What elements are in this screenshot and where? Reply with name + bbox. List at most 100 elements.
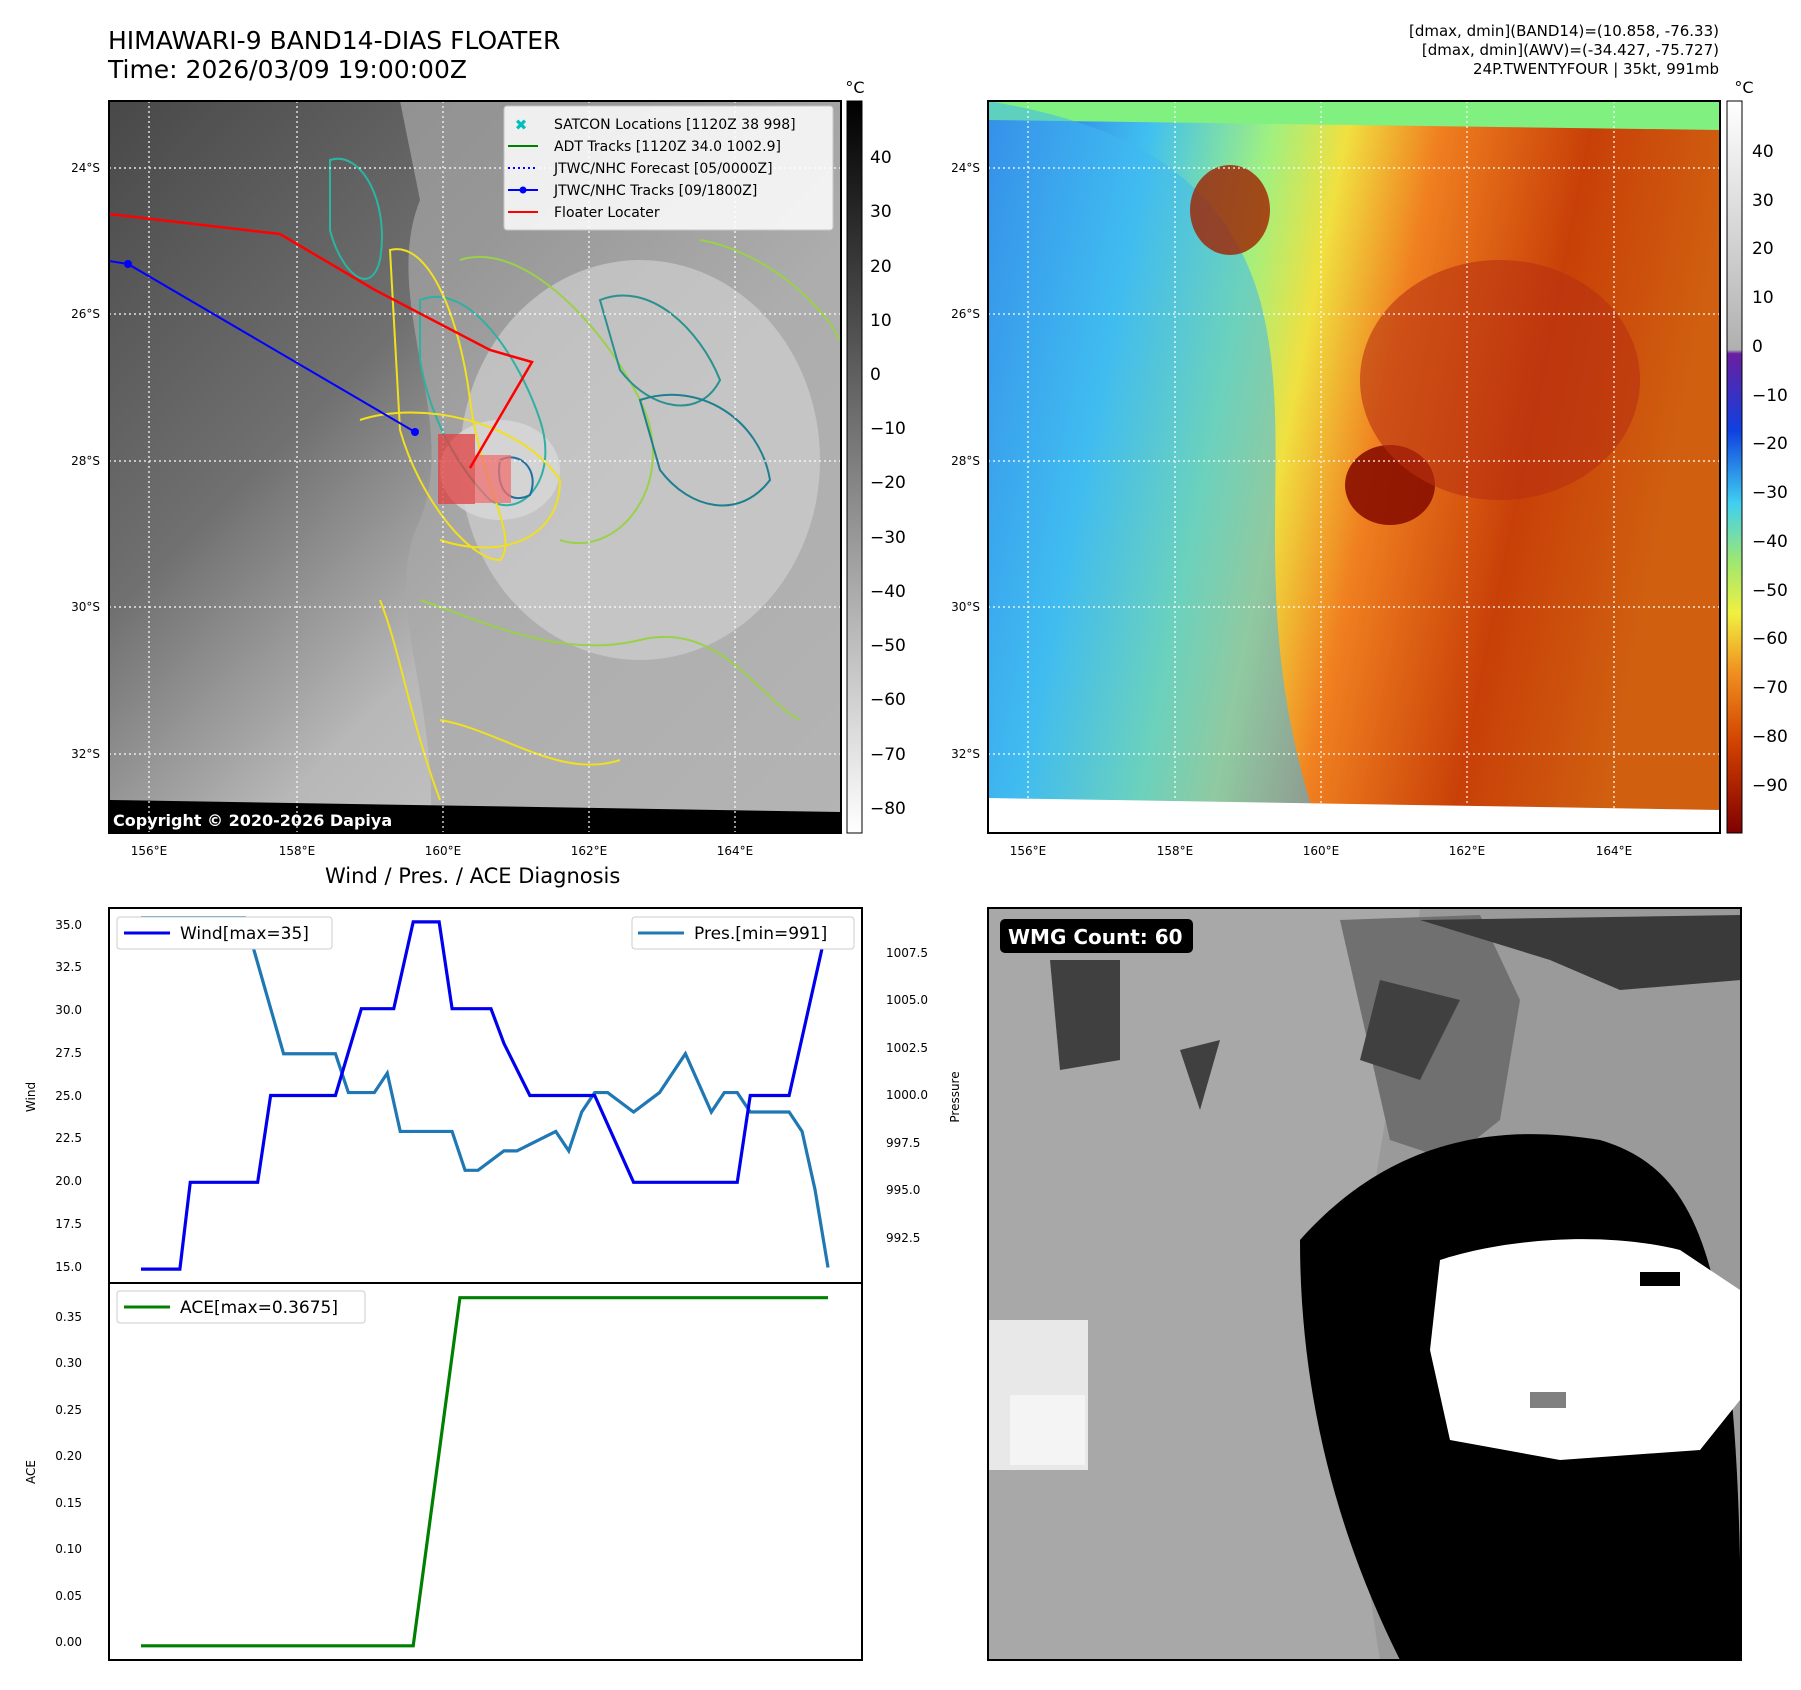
ace-yticks: 0.35 0.30 0.25 0.20 0.15 0.10 0.05 0.00 xyxy=(55,1310,82,1649)
title-line-1: HIMAWARI-9 BAND14-DIAS FLOATER xyxy=(108,26,561,55)
title-line-2: Time: 2026/03/09 19:00:00Z xyxy=(108,55,467,84)
ace-ytick: 0.15 xyxy=(55,1496,82,1510)
cbar-tick: −30 xyxy=(1752,483,1788,503)
cbar-tick: −80 xyxy=(870,799,906,819)
cbar-tick: 0 xyxy=(1752,337,1763,357)
cbar-tick: −20 xyxy=(1752,434,1788,454)
legend-satcon: SATCON Locations [1120Z 38 998] xyxy=(554,117,796,133)
wind-ytick: 20.0 xyxy=(55,1174,82,1188)
cbar-tick: −40 xyxy=(1752,532,1788,552)
wind-ytick: 25.0 xyxy=(55,1089,82,1103)
wind-yticks: 35.0 32.5 30.0 27.5 25.0 22.5 20.0 17.5 … xyxy=(55,918,82,1274)
lat-label: 24°S xyxy=(951,161,980,175)
color-colorbar xyxy=(1726,100,1743,834)
lon-label: 162°E xyxy=(1449,844,1486,858)
lon-label: 158°E xyxy=(1157,844,1194,858)
wmg-count-badge xyxy=(1000,919,1193,953)
wind-axis-label: Wind xyxy=(24,1082,38,1112)
wmg-frame xyxy=(987,907,1742,1661)
lon-label: 164°E xyxy=(717,844,754,858)
ace-legend xyxy=(116,1290,366,1324)
copyright-text: Copyright © 2020-2026 Dapiya xyxy=(113,811,392,830)
stats-line-3: 24P.TWENTYFOUR | 35kt, 991mb xyxy=(1473,60,1719,78)
wind-legend xyxy=(116,916,333,950)
wind-pressure-panel: 35.0 32.5 30.0 27.5 25.0 22.5 20.0 17.5 … xyxy=(24,907,962,1284)
gray-colorbar xyxy=(846,100,863,834)
wmg-count-text: WMG Count: 60 xyxy=(1008,925,1183,949)
lat-label: 24°S xyxy=(71,161,100,175)
lat-label: 30°S xyxy=(951,600,980,614)
lon-label: 156°E xyxy=(1010,844,1047,858)
lon-label: 162°E xyxy=(571,844,608,858)
ace-plot xyxy=(141,1296,828,1648)
legend-jtwc-tracks: JTWC/NHC Tracks [09/1800Z] xyxy=(553,183,757,199)
lon-label: 160°E xyxy=(425,844,462,858)
pressure-ytick: 995.0 xyxy=(886,1183,920,1197)
lat-label: 32°S xyxy=(71,747,100,761)
legend-floater: Floater Locater xyxy=(554,205,660,221)
color-map-panel: 24°S 26°S 28°S 30°S 32°S 156°E 158°E 160… xyxy=(951,78,1788,858)
ir-map-frame xyxy=(108,100,842,834)
cbar-tick: −10 xyxy=(870,419,906,439)
cbar-tick: −40 xyxy=(870,582,906,602)
lon-label: 158°E xyxy=(279,844,316,858)
cbar-tick: −10 xyxy=(1752,386,1788,406)
gray-colorbar-unit: °C xyxy=(845,78,864,97)
wind-ytick: 35.0 xyxy=(55,918,82,932)
cbar-tick: 20 xyxy=(870,257,892,277)
pressure-ytick: 1005.0 xyxy=(886,993,928,1007)
lon-label: 156°E xyxy=(131,844,168,858)
wind-pressure-plot xyxy=(141,916,830,1271)
ace-frame xyxy=(108,1282,863,1661)
legend-adt: ADT Tracks [1120Z 34.0 1002.9] xyxy=(554,139,781,155)
wind-ytick: 17.5 xyxy=(55,1217,82,1231)
wind-ytick: 32.5 xyxy=(55,960,82,974)
stats-line-2: [dmax, dmin](AWV)=(-34.427, -75.727) xyxy=(1421,41,1719,59)
wmg-panel: WMG Count: 60 xyxy=(987,907,1742,1661)
pressure-ytick: 997.5 xyxy=(886,1136,920,1150)
floater-box xyxy=(438,434,475,504)
pressure-line xyxy=(141,916,830,1268)
cbar-tick: 40 xyxy=(1752,142,1774,162)
floater-locater-track xyxy=(109,212,534,469)
cbar-tick: 40 xyxy=(870,148,892,168)
stats-line-1: [dmax, dmin](BAND14)=(10.858, -76.33) xyxy=(1408,22,1719,40)
pressure-axis-label: Pressure xyxy=(948,1071,962,1122)
legend-forecast: JTWC/NHC Forecast [05/0000Z] xyxy=(553,161,773,177)
cbar-tick: −60 xyxy=(870,690,906,710)
ace-ytick: 0.30 xyxy=(55,1356,82,1370)
cbar-tick: −20 xyxy=(870,473,906,493)
cbar-tick: 10 xyxy=(1752,288,1774,308)
cbar-tick: 30 xyxy=(870,202,892,222)
wind-ytick: 15.0 xyxy=(55,1260,82,1274)
pressure-legend xyxy=(631,916,855,950)
lat-label: 32°S xyxy=(951,747,980,761)
cbar-tick: 20 xyxy=(1752,239,1774,259)
ace-ytick: 0.35 xyxy=(55,1310,82,1324)
lat-label: 28°S xyxy=(71,454,100,468)
cbar-tick: −30 xyxy=(870,528,906,548)
ace-legend-label: ACE[max=0.3675] xyxy=(180,1298,338,1318)
wind-pressure-frame xyxy=(108,907,863,1284)
cbar-tick: −90 xyxy=(1752,776,1788,796)
cbar-tick: −50 xyxy=(870,636,906,656)
lat-label: 26°S xyxy=(951,307,980,321)
pressure-ytick: 1002.5 xyxy=(886,1041,928,1055)
ace-ytick: 0.05 xyxy=(55,1589,82,1603)
cbar-tick: −80 xyxy=(1752,727,1788,747)
cbar-tick: −70 xyxy=(870,745,906,765)
color-map-frame xyxy=(987,100,1721,834)
wind-ytick: 22.5 xyxy=(55,1131,82,1145)
diagnosis-title: Wind / Pres. / ACE Diagnosis xyxy=(325,864,621,888)
color-colorbar-ticks: 40 30 20 10 0 −10 −20 −30 −40 −50 −60 −7… xyxy=(1752,142,1788,796)
lon-label: 164°E xyxy=(1596,844,1633,858)
ace-ytick: 0.10 xyxy=(55,1542,82,1556)
pressure-ytick: 1007.5 xyxy=(886,946,928,960)
cbar-tick: 30 xyxy=(1752,191,1774,211)
figure-title: HIMAWARI-9 BAND14-DIAS FLOATER Time: 2026… xyxy=(108,26,560,84)
color-lat-labels: 24°S 26°S 28°S 30°S 32°S xyxy=(951,161,980,761)
cbar-tick: 0 xyxy=(870,365,881,385)
cbar-tick: −60 xyxy=(1752,629,1788,649)
ir-lon-labels: 156°E 158°E 160°E 162°E 164°E xyxy=(131,844,754,858)
